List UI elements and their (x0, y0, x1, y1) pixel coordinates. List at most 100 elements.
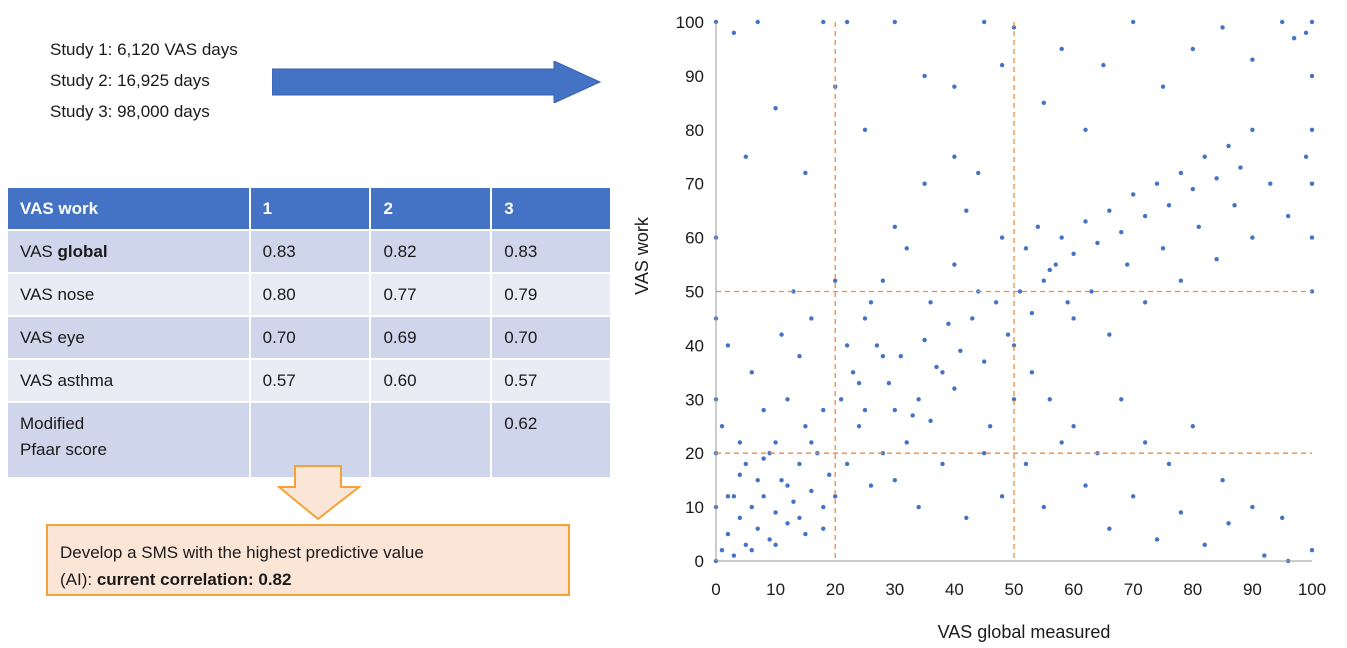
row-label-prefix: VA (20, 241, 42, 261)
x-tick-label: 60 (1064, 580, 1083, 599)
data-point (1285, 213, 1291, 219)
data-point (934, 364, 939, 370)
study-2-text: Study 2: 16,925 days (50, 71, 210, 90)
data-point (1250, 504, 1255, 510)
data-point (892, 19, 897, 25)
data-point (1309, 127, 1315, 132)
data-point (1190, 186, 1195, 192)
data-point (1226, 521, 1231, 526)
table-cell: 0.79 (491, 272, 610, 316)
data-point (755, 19, 760, 25)
data-point (844, 343, 850, 348)
table-cell: 0.77 (370, 272, 493, 316)
y-tick-label: 20 (685, 444, 704, 463)
data-point (761, 456, 766, 461)
data-point (1196, 224, 1201, 230)
callout-line1: Develop a SMS with the highest predictiv… (60, 543, 424, 562)
data-point (1131, 192, 1136, 197)
data-point (1059, 46, 1064, 52)
data-point (1071, 424, 1076, 429)
data-point (898, 353, 903, 359)
data-point (1071, 316, 1076, 321)
header-study-3: 3 (491, 188, 610, 230)
table-cell: 0.83 (249, 229, 372, 273)
data-point (833, 494, 838, 499)
data-point (1202, 542, 1207, 548)
data-point (1119, 230, 1124, 235)
table-cell: 0.83 (491, 229, 610, 273)
data-point (1035, 224, 1041, 230)
x-tick-label: 20 (826, 580, 845, 599)
data-point (719, 548, 725, 553)
data-point (886, 380, 892, 386)
data-point (999, 494, 1005, 499)
row-label: VAS global (8, 229, 251, 273)
data-point (791, 499, 796, 504)
data-point (1083, 127, 1088, 132)
data-point (1303, 154, 1309, 159)
table-row: VAS global 0.83 0.82 0.83 (8, 229, 610, 273)
data-point (844, 461, 850, 467)
data-point (1232, 203, 1237, 208)
data-point (773, 542, 778, 548)
data-point (755, 477, 760, 483)
data-point (1142, 300, 1148, 305)
data-point (928, 418, 933, 424)
data-point (773, 510, 778, 515)
data-point (964, 208, 969, 213)
table-cell: 0.70 (491, 315, 610, 359)
data-point (785, 397, 790, 402)
y-tick-label: 0 (695, 552, 704, 571)
data-point (743, 542, 748, 548)
data-point (809, 488, 814, 494)
data-point (1250, 127, 1255, 132)
data-point (982, 451, 987, 456)
header-study-1: 1 (249, 188, 372, 230)
y-tick-label: 40 (685, 336, 704, 355)
y-tick-label: 50 (685, 283, 704, 302)
callout-line2: (AI): current correlation: 0.82 (60, 566, 556, 593)
data-point (1154, 537, 1160, 542)
data-point (862, 316, 868, 321)
data-point (982, 359, 987, 364)
data-point (827, 472, 832, 477)
x-tick-label: 80 (1183, 580, 1202, 599)
data-point (952, 386, 957, 391)
points-layer (713, 19, 1315, 564)
data-point (1250, 57, 1255, 62)
data-point (1178, 510, 1184, 515)
data-point (910, 413, 915, 418)
data-point (856, 380, 862, 386)
data-point (737, 515, 743, 521)
reference-lines (716, 22, 1312, 561)
data-point (1041, 100, 1046, 106)
data-point (1250, 235, 1255, 240)
table-cell (249, 401, 372, 477)
data-point (731, 553, 737, 558)
header-study-2: 2 (370, 188, 493, 230)
data-point (1309, 235, 1315, 240)
data-point (1291, 35, 1297, 41)
data-point (1089, 289, 1094, 294)
data-point (922, 73, 927, 79)
data-point (725, 494, 731, 499)
data-point (1178, 170, 1184, 176)
data-point (1095, 240, 1100, 246)
data-point (737, 440, 743, 445)
data-point (773, 440, 778, 445)
x-tick-label: 10 (766, 580, 785, 599)
row-label-line2: Pfaar score (20, 440, 107, 459)
table-cell: 0.57 (249, 358, 372, 402)
table-cell: 0.69 (370, 315, 493, 359)
data-point (987, 424, 993, 429)
y-axis-label: VAS work (632, 216, 652, 295)
table-row: VAS eye 0.70 0.69 0.70 (8, 315, 610, 359)
data-point (1011, 25, 1017, 30)
data-point (999, 235, 1005, 240)
data-point (779, 332, 784, 337)
y-tick-label: 70 (685, 175, 704, 194)
data-point (743, 461, 748, 467)
right-arrow-icon (272, 61, 602, 103)
data-point (1262, 553, 1267, 558)
data-point (1226, 143, 1231, 149)
